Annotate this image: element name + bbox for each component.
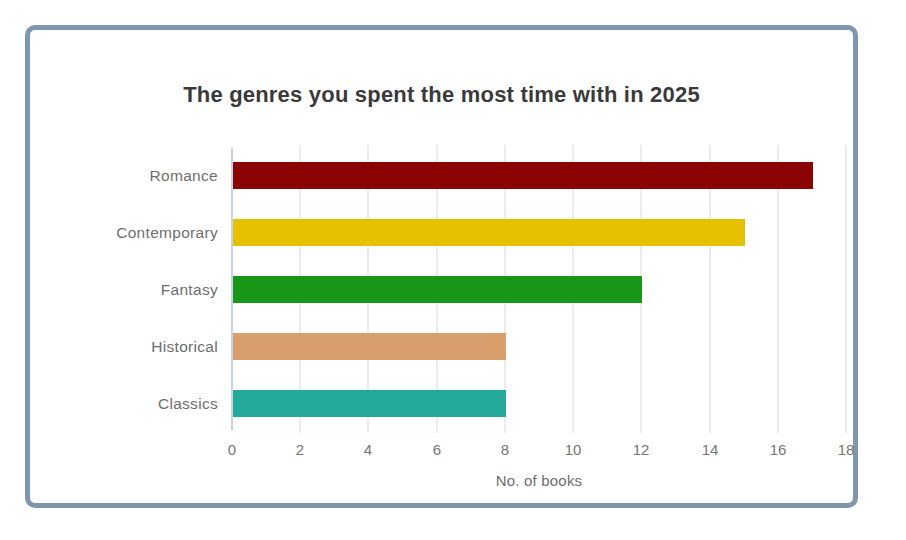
category-label-historical: Historical xyxy=(58,333,218,360)
x-tick-label: 12 xyxy=(619,441,663,458)
x-axis-title: No. of books xyxy=(232,472,846,489)
x-tick-label: 8 xyxy=(483,441,527,458)
x-tick-label: 18 xyxy=(824,441,868,458)
x-tick-label: 16 xyxy=(756,441,800,458)
x-tick-label: 4 xyxy=(346,441,390,458)
plot-area: No. of books 024681012141618RomanceConte… xyxy=(232,145,846,430)
bar-romance xyxy=(233,162,813,189)
category-label-fantasy: Fantasy xyxy=(58,276,218,303)
bar-historical xyxy=(233,333,506,360)
chart-card: The genres you spent the most time with … xyxy=(25,25,858,508)
x-tick-label: 6 xyxy=(415,441,459,458)
category-label-classics: Classics xyxy=(58,390,218,417)
gridline xyxy=(845,145,847,433)
chart-title: The genres you spent the most time with … xyxy=(30,82,853,108)
x-tick-label: 10 xyxy=(551,441,595,458)
x-tick-label: 0 xyxy=(210,441,254,458)
bar-fantasy xyxy=(233,276,642,303)
category-label-contemporary: Contemporary xyxy=(58,219,218,246)
bar-contemporary xyxy=(233,219,745,246)
x-tick-label: 2 xyxy=(278,441,322,458)
bar-classics xyxy=(233,390,506,417)
category-label-romance: Romance xyxy=(58,162,218,189)
x-tick-label: 14 xyxy=(688,441,732,458)
page-canvas: The genres you spent the most time with … xyxy=(0,0,906,540)
